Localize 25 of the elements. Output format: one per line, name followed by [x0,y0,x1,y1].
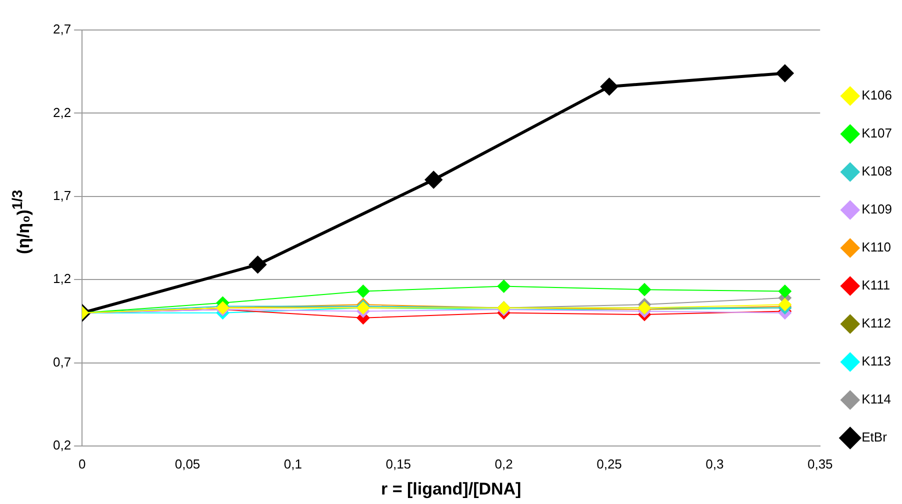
y-tick-label: 1,2 [52,271,72,286]
legend-label: K111 [862,278,890,293]
x-tick-label: 0,2 [494,456,513,472]
y-tick-label: 0,7 [52,354,72,370]
legend-label: K110 [862,240,892,255]
x-tick-label: 0,1 [284,456,302,472]
legend-label: K109 [862,202,892,217]
x-tick-label: 0,35 [807,456,833,472]
legend-label: EtBr [862,430,888,445]
legend-label: K113 [862,354,892,369]
y-tick-label: 2,2 [52,104,72,120]
x-tick-label: 0,3 [706,456,724,472]
x-axis-title: r = [ligand]/[DNA] [380,479,522,498]
legend-label: K112 [862,316,892,331]
x-tick-label: 0 [78,456,86,472]
legend-label: K108 [862,164,892,179]
y-tick-label: 2,7 [52,22,72,37]
x-tick-label: 0,15 [386,456,412,472]
y-tick-label: 0,2 [52,438,72,453]
y-tick-label: 1,7 [52,188,72,203]
x-tick-label: 0,05 [174,456,200,472]
legend-label: K106 [862,88,892,103]
legend-label: K114 [862,392,892,407]
legend-label: K107 [862,126,892,141]
x-tick-label: 0,25 [596,456,622,472]
